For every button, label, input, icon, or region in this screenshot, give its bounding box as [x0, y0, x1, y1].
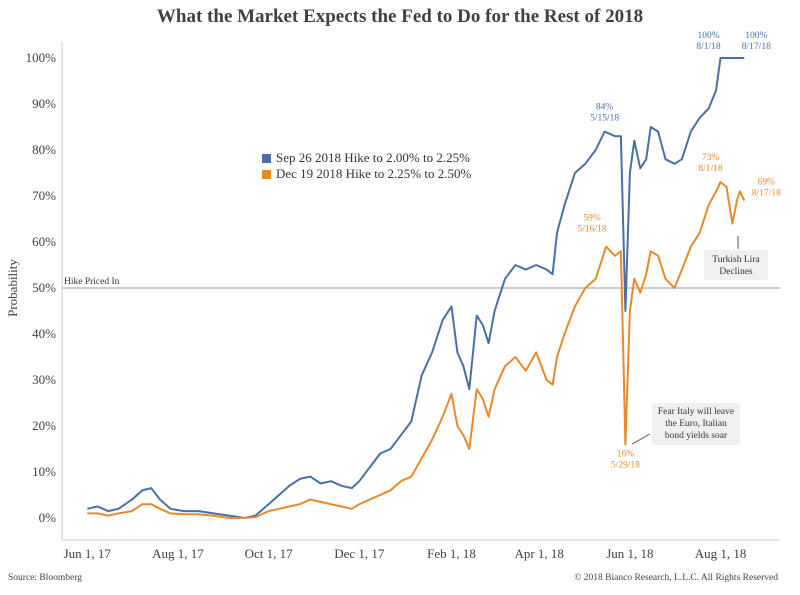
data-label: 100%8/1/18 — [696, 31, 721, 52]
data-label-line: 8/17/18 — [752, 189, 781, 199]
y-tick-label: 80% — [32, 142, 56, 157]
y-axis-label: Probability — [5, 259, 20, 317]
data-label: 100%8/17/18 — [742, 31, 771, 52]
data-label-line: 5/15/18 — [590, 114, 619, 124]
data-label: 59%5/16/18 — [578, 214, 607, 235]
x-tick-label: Jun 1, 17 — [64, 546, 112, 561]
data-label-line: 8/1/18 — [696, 42, 721, 52]
data-label-line: 16% — [617, 449, 635, 459]
reference-line-label: Hike Priced In — [64, 277, 120, 287]
series-line-1 — [87, 57, 745, 519]
y-tick-label: 50% — [32, 280, 56, 295]
note-line: bond yields soar — [665, 431, 728, 441]
y-tick-label: 20% — [32, 418, 56, 433]
data-label-line: 84% — [596, 103, 614, 113]
note-pointer — [631, 433, 651, 445]
data-label: 69%8/17/18 — [752, 178, 781, 199]
data-label-line: 5/16/18 — [578, 225, 607, 235]
y-tick-label: 100% — [26, 50, 57, 65]
data-label-line: 8/1/18 — [698, 164, 723, 174]
data-label-line: 73% — [702, 153, 720, 163]
annotations: 84%5/15/18100%8/1/18100%8/17/1859%5/16/1… — [578, 31, 782, 470]
series-group — [87, 57, 746, 519]
data-label: 16%5/29/18 — [611, 449, 640, 470]
legend-label-2: Dec 19 2018 Hike to 2.25% to 2.50% — [276, 166, 472, 181]
legend: Sep 26 2018 Hike to 2.00% to 2.25%Dec 19… — [262, 150, 472, 181]
note-line: Declines — [719, 267, 753, 277]
legend-swatch-2 — [262, 170, 271, 179]
chart-title: What the Market Expects the Fed to Do fo… — [157, 6, 643, 27]
note-line: the Euro, Italian — [665, 419, 727, 429]
source-note: Source: Bloomberg — [8, 573, 82, 583]
data-label-line: 8/17/18 — [742, 42, 771, 52]
copyright-note: © 2018 Bianco Research, L.L.C. All Right… — [574, 572, 778, 583]
note-box — [652, 403, 740, 445]
x-tick-label: Aug 1, 18 — [695, 546, 747, 561]
data-label-line: 59% — [583, 214, 601, 224]
data-label: 84%5/15/18 — [590, 103, 619, 124]
data-label-line: 5/29/18 — [611, 460, 640, 470]
y-tick-label: 40% — [32, 326, 56, 341]
y-tick-label: 30% — [32, 372, 56, 387]
x-axis: Jun 1, 17 Aug 1, 17 Oct 1, 17 Dec 1, 17 Feb … — [64, 546, 747, 561]
x-tick-label: Feb 1, 18 — [427, 546, 476, 561]
y-tick-label: 70% — [32, 188, 56, 203]
data-label-line: 100% — [745, 31, 767, 41]
y-tick-label: 10% — [32, 464, 56, 479]
data-label: 73%8/1/18 — [698, 153, 723, 174]
notes: Turkish Lira Declines Fear Italy will leav… — [631, 236, 768, 445]
series-line-2 — [87, 181, 746, 519]
y-tick-label: 60% — [32, 234, 56, 249]
data-label-line: 100% — [697, 31, 719, 41]
legend-label-1: Sep 26 2018 Hike to 2.00% to 2.25% — [276, 150, 470, 165]
x-tick-label: Jun 1, 18 — [606, 546, 653, 561]
data-label-line: 69% — [758, 178, 776, 188]
x-tick-label: Oct 1, 17 — [245, 546, 294, 561]
note-box — [704, 250, 768, 280]
x-tick-label: Dec 1, 17 — [334, 546, 385, 561]
y-tick-label: 90% — [32, 96, 56, 111]
note-line: Fear Italy will leave — [658, 407, 734, 417]
x-tick-label: Apr 1, 18 — [514, 546, 563, 561]
plot-area — [61, 42, 780, 541]
legend-swatch-1 — [262, 154, 271, 163]
y-tick-label: 0% — [39, 510, 57, 525]
x-tick-label: Aug 1, 17 — [152, 546, 204, 561]
y-axis: 0% 10% 20% 30% 40% 50% 60% 70% 80% 90% 100% — [26, 50, 57, 525]
note-line: Turkish Lira — [712, 255, 760, 265]
